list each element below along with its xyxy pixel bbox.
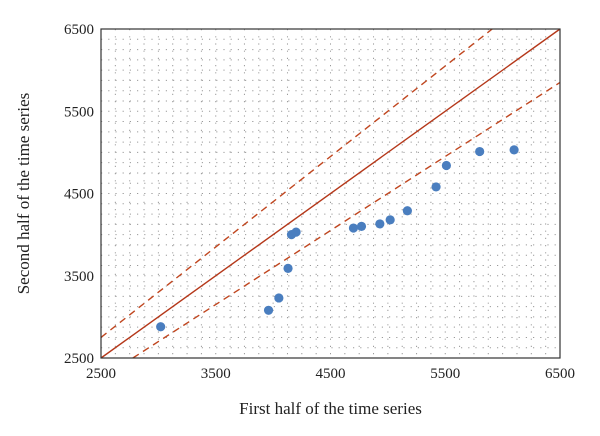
y-tick-label: 6500 (64, 22, 94, 38)
reference-line-identity (100, 28, 561, 359)
data-point (441, 160, 451, 171)
reference-lines (100, 28, 561, 359)
reference-line-bound-2 (132, 81, 561, 359)
tick-labels: 2500 3500 4500 5500 6500 2500 3500 4500 5500 6500 (64, 22, 575, 382)
data-point (283, 263, 293, 273)
data-points (156, 145, 519, 332)
data-point (156, 322, 166, 332)
x-tick-label: 5500 (430, 366, 460, 382)
data-point (274, 293, 284, 303)
data-point (291, 227, 301, 237)
y-tick-label: 2500 (64, 351, 94, 367)
x-tick-label: 4500 (316, 366, 346, 382)
y-axis-title: Second half of the time series (14, 93, 33, 295)
data-point (509, 145, 519, 155)
x-tick-label: 6500 (545, 366, 575, 382)
grid (101, 29, 560, 358)
y-tick-label: 4500 (64, 187, 94, 203)
data-point (475, 146, 485, 157)
data-point (431, 182, 441, 192)
x-axis-title: First half of the time series (239, 399, 422, 418)
data-point (375, 219, 385, 229)
x-tick-label: 2500 (86, 366, 116, 382)
data-point (263, 305, 274, 315)
data-point (348, 223, 359, 233)
y-tick-label: 5500 (64, 104, 94, 120)
y-tick-label: 3500 (64, 269, 94, 285)
x-tick-label: 3500 (201, 366, 231, 382)
plot-frame (100, 28, 561, 359)
data-point (356, 221, 367, 231)
data-point (402, 206, 412, 216)
data-point (385, 215, 395, 225)
